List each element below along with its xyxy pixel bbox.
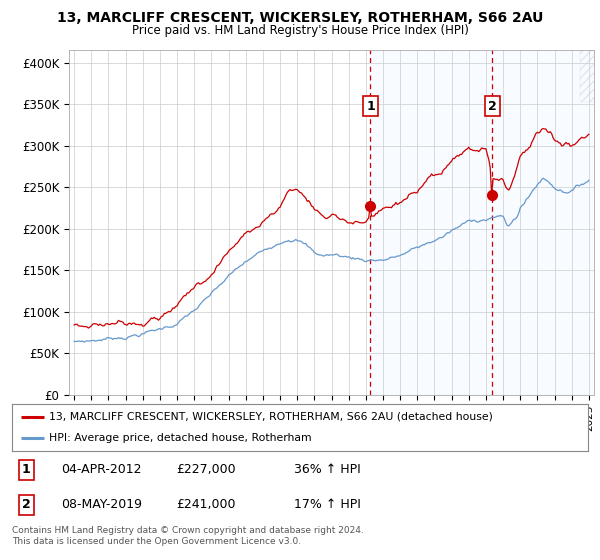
Text: £241,000: £241,000 (176, 498, 236, 511)
Bar (580, 50, 600, 102)
Text: 36% ↑ HPI: 36% ↑ HPI (294, 463, 361, 476)
Text: 1: 1 (366, 100, 375, 113)
Text: Price paid vs. HM Land Registry's House Price Index (HPI): Price paid vs. HM Land Registry's House … (131, 24, 469, 36)
Text: 04-APR-2012: 04-APR-2012 (61, 463, 142, 476)
Text: Contains HM Land Registry data © Crown copyright and database right 2024.
This d: Contains HM Land Registry data © Crown c… (12, 526, 364, 546)
Text: 13, MARCLIFF CRESCENT, WICKERSLEY, ROTHERHAM, S66 2AU: 13, MARCLIFF CRESCENT, WICKERSLEY, ROTHE… (57, 11, 543, 25)
Text: 2: 2 (488, 100, 497, 113)
Text: HPI: Average price, detached house, Rotherham: HPI: Average price, detached house, Roth… (49, 433, 312, 444)
Text: 1: 1 (22, 463, 31, 476)
Text: 08-MAY-2019: 08-MAY-2019 (61, 498, 142, 511)
Text: 13, MARCLIFF CRESCENT, WICKERSLEY, ROTHERHAM, S66 2AU (detached house): 13, MARCLIFF CRESCENT, WICKERSLEY, ROTHE… (49, 412, 493, 422)
Text: 2: 2 (22, 498, 31, 511)
Text: 17% ↑ HPI: 17% ↑ HPI (294, 498, 361, 511)
Bar (370, 50, 600, 395)
Text: £227,000: £227,000 (176, 463, 236, 476)
